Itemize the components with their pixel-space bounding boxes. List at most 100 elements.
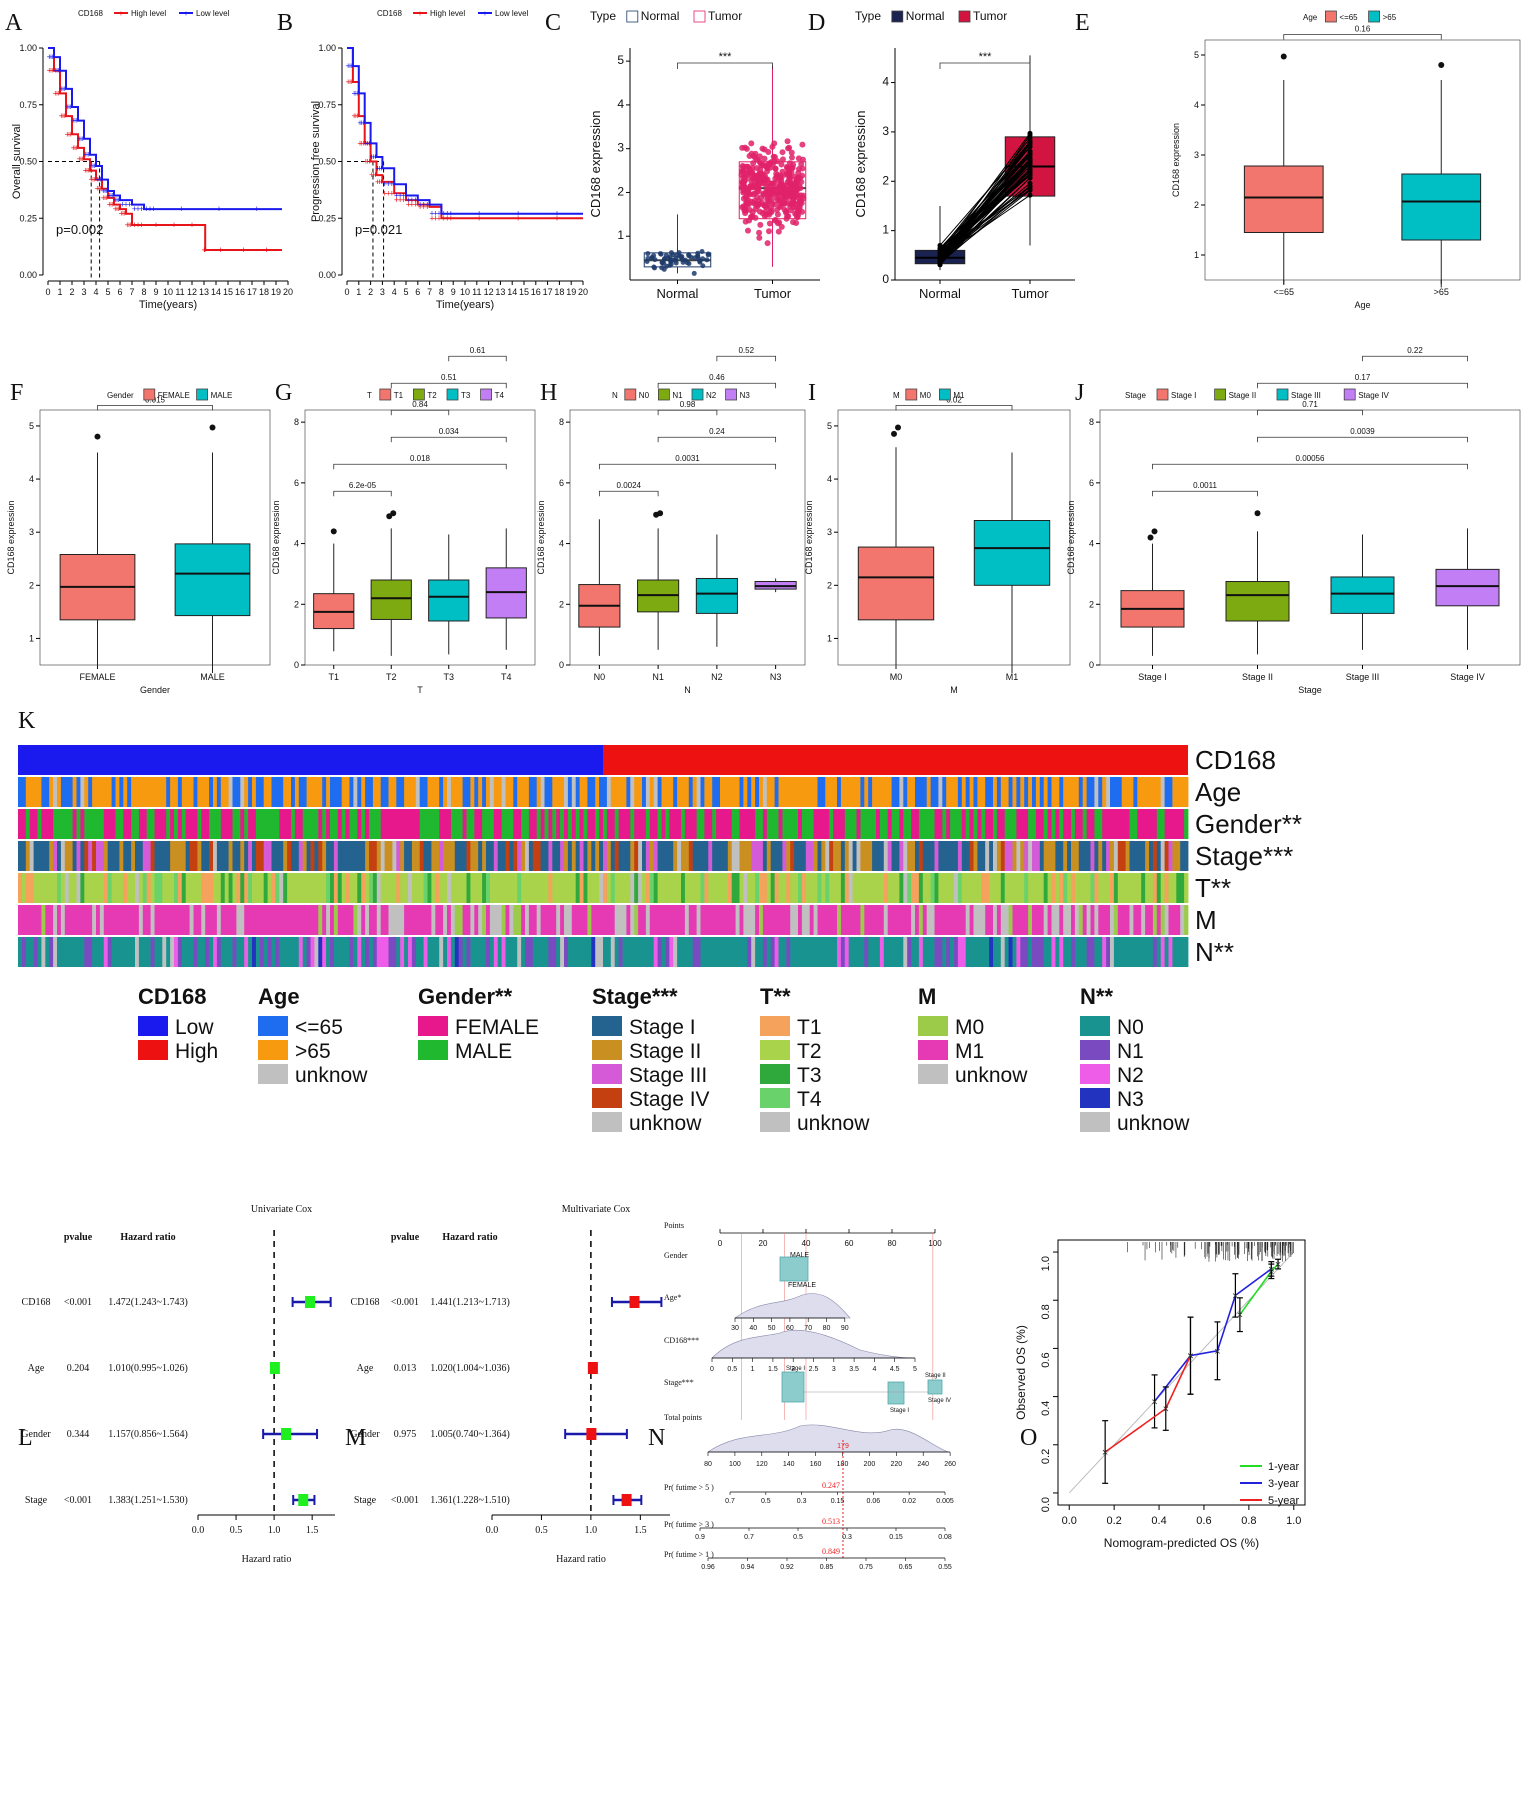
heatmap-cell bbox=[185, 841, 190, 871]
heatmap-cell bbox=[739, 905, 744, 935]
heatmap-cell bbox=[825, 809, 830, 839]
jitter-point bbox=[778, 177, 785, 184]
heatmap-cell bbox=[552, 937, 557, 967]
heatmap-cell bbox=[727, 809, 733, 839]
probability-tick-label: 0.94 bbox=[741, 1564, 755, 1571]
heatmap-cell bbox=[587, 841, 592, 871]
censor-mark: + bbox=[53, 88, 58, 98]
probability-tick-label: 0.5 bbox=[793, 1534, 803, 1541]
heatmap-cell bbox=[883, 841, 889, 871]
censor-mark: + bbox=[62, 111, 67, 121]
legend-key bbox=[1156, 388, 1169, 401]
heatmap-cell bbox=[579, 937, 584, 967]
heatmap-cell bbox=[591, 777, 596, 807]
cd168-low-bar bbox=[18, 745, 603, 775]
heatmap-cell bbox=[142, 777, 148, 807]
heatmap-cell bbox=[606, 841, 612, 871]
heatmap-cell bbox=[1047, 809, 1052, 839]
heatmap-cell bbox=[489, 873, 495, 903]
heatmap-cell bbox=[1086, 905, 1091, 935]
pvalue-bracket bbox=[1283, 34, 1442, 40]
y-tick-label: 4 bbox=[882, 75, 889, 89]
heatmap-cell bbox=[755, 777, 760, 807]
heatmap-cell bbox=[318, 809, 323, 839]
heatmap-cell bbox=[766, 809, 772, 839]
heatmap-cell bbox=[450, 777, 456, 807]
heatmap-cell bbox=[201, 841, 206, 871]
heatmap-cell bbox=[860, 873, 865, 903]
censor-mark: + bbox=[110, 191, 115, 201]
heatmap-cell bbox=[837, 841, 842, 871]
heatmap-cell bbox=[645, 905, 651, 935]
heatmap-cell bbox=[833, 809, 838, 839]
legend-swatch bbox=[418, 1016, 448, 1036]
heatmap-cell bbox=[579, 905, 584, 935]
censor-mark: + bbox=[56, 66, 61, 76]
heatmap-cell bbox=[127, 937, 132, 967]
censor-mark: + bbox=[361, 118, 366, 128]
heatmap-cell bbox=[486, 905, 491, 935]
heatmap-cell bbox=[427, 809, 432, 839]
heatmap-cell bbox=[720, 937, 725, 967]
heatmap-cell bbox=[107, 937, 112, 967]
heatmap-cell bbox=[770, 841, 775, 871]
forest-row-hr: 1.010(0.995~1.026) bbox=[108, 1363, 188, 1374]
heatmap-cell bbox=[400, 905, 405, 935]
heatmap-cell bbox=[76, 841, 81, 871]
y-tick-label: 2 bbox=[559, 599, 564, 609]
x-tick-label: 15 bbox=[223, 287, 233, 297]
heatmap-cell bbox=[513, 873, 518, 903]
heatmap-cell bbox=[1028, 937, 1033, 967]
heatmap-cell bbox=[696, 809, 701, 839]
x-tick-label: 9 bbox=[451, 287, 456, 297]
heatmap-cell bbox=[801, 873, 807, 903]
censor-mark: + bbox=[104, 193, 109, 203]
heatmap-cell bbox=[981, 937, 986, 967]
readout-value: 0.513 bbox=[822, 1517, 840, 1526]
censor-mark: + bbox=[96, 175, 101, 185]
legend-swatch bbox=[918, 1040, 948, 1060]
heatmap-cell bbox=[1176, 937, 1181, 967]
pvalue-bracket bbox=[1257, 436, 1468, 443]
heatmap-cell bbox=[357, 937, 362, 967]
heatmap-cell bbox=[353, 937, 358, 967]
paired-line bbox=[939, 141, 1031, 246]
heatmap-cell bbox=[372, 841, 378, 871]
heatmap-cell bbox=[33, 905, 38, 935]
censor-mark: + bbox=[189, 220, 194, 230]
heatmap-cell bbox=[419, 905, 424, 935]
outlier-point bbox=[891, 430, 897, 437]
jitter-point bbox=[695, 253, 701, 259]
heatmap-cell bbox=[384, 905, 389, 935]
heatmap-cell bbox=[431, 841, 436, 871]
heatmap-cell bbox=[462, 905, 467, 935]
x-tick-label: 19 bbox=[566, 287, 576, 297]
heatmap-cell bbox=[645, 841, 651, 871]
heatmap-cell bbox=[470, 809, 475, 839]
paired-point bbox=[1027, 187, 1033, 193]
heatmap-cell bbox=[1141, 777, 1146, 807]
y-tick-label: 4 bbox=[1089, 539, 1094, 549]
heatmap-cell bbox=[794, 777, 799, 807]
heatmap-cell bbox=[232, 809, 237, 839]
heatmap-cell bbox=[224, 873, 229, 903]
censor-mark: + bbox=[107, 191, 112, 201]
heatmap-cell bbox=[150, 937, 155, 967]
heatmap-cell bbox=[973, 841, 978, 871]
heatmap-cell bbox=[981, 777, 986, 807]
heatmap-cell bbox=[716, 777, 721, 807]
heatmap-cell bbox=[181, 809, 187, 839]
heatmap-cell bbox=[92, 841, 97, 871]
heatmap-cell bbox=[868, 809, 873, 839]
x-category-label: N0 bbox=[594, 672, 606, 682]
heatmap-cell bbox=[162, 873, 167, 903]
heatmap-cell bbox=[388, 841, 393, 871]
pvalue-label: 0.02 bbox=[946, 396, 962, 405]
heatmap-cell bbox=[688, 841, 694, 871]
jitter-point bbox=[791, 193, 798, 200]
heatmap-cell bbox=[1160, 841, 1165, 871]
heatmap-cell bbox=[404, 777, 409, 807]
heatmap-cell bbox=[326, 841, 331, 871]
heatmap-cell bbox=[493, 809, 499, 839]
forest-row-name: CD168 bbox=[22, 1297, 51, 1308]
